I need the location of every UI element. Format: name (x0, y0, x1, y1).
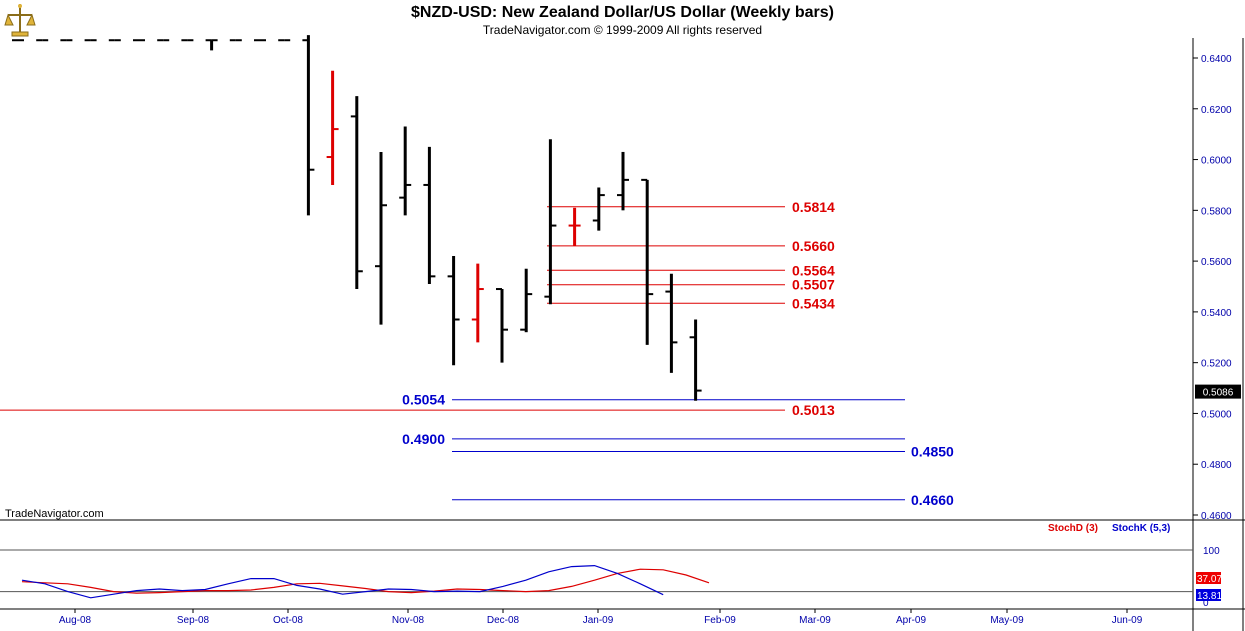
chart-subtitle: TradeNavigator.com © 1999-2009 All right… (482, 23, 763, 37)
date-tick-label: Apr-09 (896, 615, 926, 626)
stochk-last-value: 13.81 (1197, 591, 1222, 602)
level-label: 0.5814 (792, 199, 835, 215)
date-tick-label: Dec-08 (487, 615, 520, 626)
price-tick-label: 0.4600 (1201, 511, 1232, 522)
price-bar (302, 35, 315, 216)
last-price-box (1195, 384, 1241, 399)
chart-title: $NZD-USD: New Zealand Dollar/US Dollar (… (411, 4, 834, 21)
level-label: 0.5660 (792, 238, 835, 254)
price-tick-label: 0.6400 (1201, 54, 1232, 65)
stochd-legend: StochD (3) (1048, 523, 1098, 534)
stochk-line (21, 564, 664, 599)
price-plot-area (0, 38, 1193, 520)
level-label: 0.4900 (402, 431, 445, 447)
stochd-last-value: 37.07 (1197, 574, 1222, 585)
price-bar (520, 268, 533, 333)
price-bar (375, 151, 387, 325)
price-bar (568, 207, 581, 246)
level-label: 0.5054 (402, 392, 445, 408)
last-price-label: 0.5086 (1203, 388, 1234, 399)
price-bar (205, 39, 218, 51)
price-bar (326, 70, 339, 185)
stochd-last-box (1196, 572, 1221, 584)
date-tick-label: Aug-08 (59, 615, 92, 626)
date-tick-label: Jan-09 (583, 615, 614, 626)
trade-navigator-logo-icon (4, 4, 36, 37)
stochd-line (21, 568, 710, 594)
price-tick-label: 0.6000 (1201, 156, 1232, 167)
level-label: 0.4850 (911, 444, 954, 460)
level-label: 0.4660 (911, 492, 954, 508)
price-bar (471, 263, 484, 343)
date-tick-label: Mar-09 (799, 615, 831, 626)
level-label: 0.5434 (792, 295, 835, 311)
price-bar (641, 178, 654, 345)
chart-header: $NZD-USD: New Zealand Dollar/US Dollar (… (0, 0, 1245, 38)
price-bar (689, 319, 702, 401)
level-label: 0.5507 (792, 277, 835, 293)
date-tick-label: Feb-09 (704, 615, 736, 626)
price-bar (617, 151, 629, 211)
price-tick-label: 0.5800 (1201, 206, 1232, 217)
price-bar (447, 256, 460, 366)
price-bar (665, 273, 678, 373)
stochk-last-box (1196, 589, 1221, 601)
price-bar (592, 187, 605, 231)
date-tick-label: Jun-09 (1112, 615, 1143, 626)
level-label: 0.5564 (792, 262, 835, 278)
watermark-text: TradeNavigator.com (5, 508, 104, 520)
price-tick-label: 0.4800 (1201, 460, 1232, 471)
price-bar (350, 96, 363, 290)
stochk-legend: StochK (5,3) (1112, 523, 1170, 534)
price-bar (423, 146, 436, 284)
level-label: 0.5013 (792, 402, 835, 418)
stoch-tick-label: 100 (1203, 546, 1220, 557)
date-tick-label: Nov-08 (392, 615, 425, 626)
price-bar (399, 126, 412, 216)
price-tick-label: 0.6200 (1201, 105, 1232, 116)
price-tick-label: 0.5400 (1201, 308, 1232, 319)
date-tick-label: Sep-08 (177, 615, 210, 626)
price-bar (496, 288, 508, 363)
price-tick-label: 0.5600 (1201, 257, 1232, 268)
stoch-tick-label: 0 (1203, 598, 1209, 609)
date-tick-label: Oct-08 (273, 615, 303, 626)
price-tick-label: 0.5200 (1201, 359, 1232, 370)
price-tick-label: 0.5000 (1201, 409, 1232, 420)
price-bar (544, 139, 557, 305)
date-tick-label: May-09 (990, 615, 1024, 626)
